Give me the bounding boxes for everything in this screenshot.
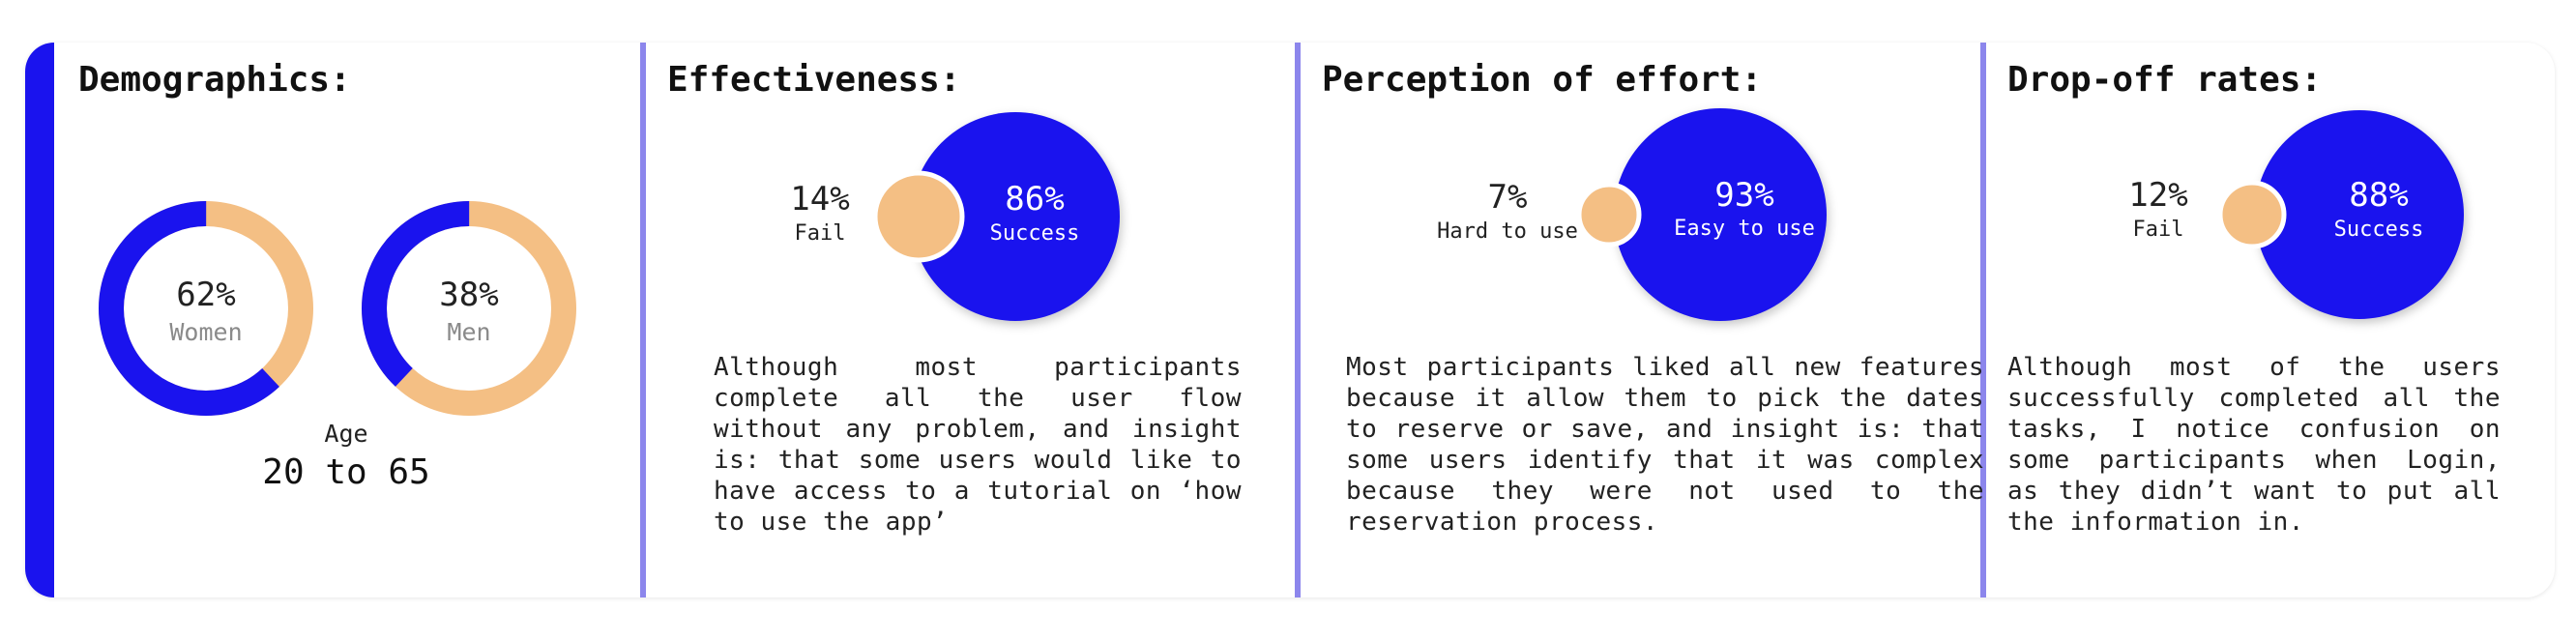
effort-bubble-chart: 93% Easy to use 7% Hard to use — [1437, 108, 1827, 321]
fail-percent: 14% — [790, 180, 849, 219]
fail-label: Fail — [795, 221, 846, 246]
success-percent: 88% — [2349, 176, 2408, 215]
accent-bar — [25, 43, 54, 597]
women-donut: 62% Women — [99, 201, 313, 416]
hard-bubble — [1576, 182, 1642, 248]
effort-description: Most participants liked all new features… — [1346, 353, 1984, 537]
success-percent: 86% — [1005, 180, 1064, 219]
age-range: 20 to 65 — [262, 452, 430, 492]
easy-percent: 93% — [1714, 176, 1773, 215]
fail-bubble — [2217, 180, 2287, 249]
women-donut-arc — [99, 201, 313, 416]
men-donut-arc — [362, 201, 576, 416]
success-bubble — [911, 112, 1120, 321]
effectiveness-title: Effectiveness: — [667, 60, 961, 100]
women-label: Women — [169, 318, 242, 346]
dropoff-title: Drop-off rates: — [2007, 60, 2323, 100]
effort-title: Perception of effort: — [1322, 60, 1763, 100]
easy-bubble — [1614, 108, 1827, 321]
men-percent: 38% — [439, 276, 498, 314]
hard-label: Hard to use — [1437, 219, 1578, 244]
fail-percent: 12% — [2128, 176, 2187, 215]
effectiveness-bubble-chart: 86% Success 14% Fail — [790, 112, 1120, 321]
success-label: Success — [2334, 218, 2424, 242]
fail-bubble — [872, 170, 965, 263]
success-label: Success — [990, 221, 1080, 246]
usability-results-card: Demographics: 62% Women 38% Men Age 20 t… — [25, 43, 2555, 597]
age-label: Age — [324, 420, 368, 448]
section-divider — [640, 43, 646, 597]
men-donut: 38% Men — [362, 201, 576, 416]
fail-label: Fail — [2133, 218, 2184, 242]
dropoff-bubble-chart: 88% Success 12% Fail — [2128, 110, 2464, 319]
easy-label: Easy to use — [1674, 217, 1815, 241]
section-divider — [1295, 43, 1301, 597]
women-percent: 62% — [176, 276, 235, 314]
demographics-title: Demographics: — [78, 60, 351, 100]
men-label: Men — [447, 318, 490, 346]
dropoff-description: Although most of the users successfully … — [2007, 353, 2501, 537]
hard-percent: 7% — [1488, 178, 1528, 217]
section-divider — [1980, 43, 1986, 597]
effectiveness-description: Although most participants complete all … — [714, 353, 1242, 537]
success-bubble — [2255, 110, 2464, 319]
